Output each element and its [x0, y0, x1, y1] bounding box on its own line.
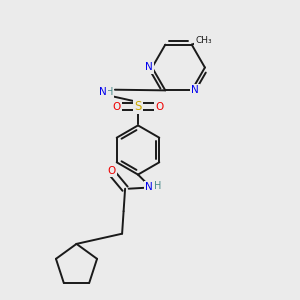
- Text: S: S: [134, 100, 142, 113]
- Text: N: N: [145, 182, 153, 192]
- Text: N: N: [99, 86, 107, 97]
- Text: H: H: [154, 181, 161, 191]
- Text: N: N: [145, 62, 152, 73]
- Text: O: O: [112, 101, 121, 112]
- Text: H: H: [106, 86, 113, 97]
- Text: O: O: [107, 166, 116, 176]
- Text: N: N: [191, 85, 199, 95]
- Text: CH₃: CH₃: [195, 36, 212, 45]
- Text: O: O: [155, 101, 164, 112]
